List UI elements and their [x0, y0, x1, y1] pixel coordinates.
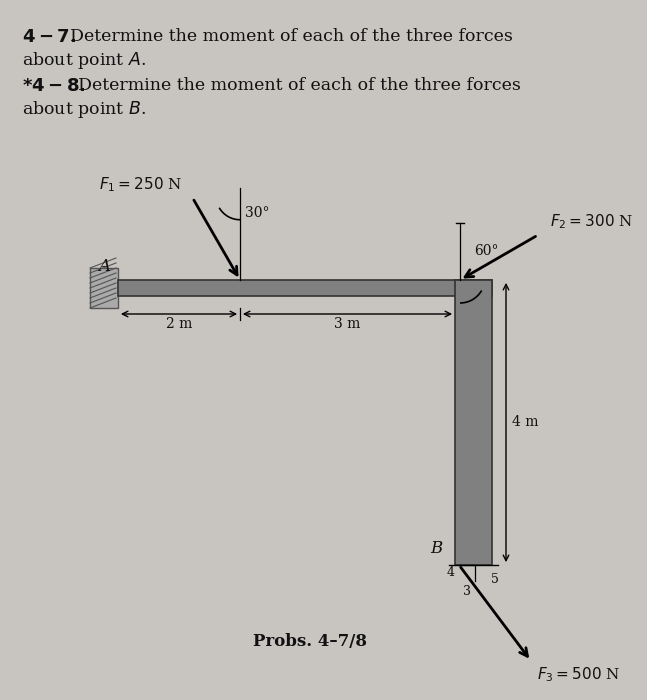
Text: $F_1 = 250$ N: $F_1 = 250$ N	[99, 175, 182, 194]
Text: 4 m: 4 m	[512, 416, 538, 430]
Text: 4: 4	[447, 566, 455, 580]
Bar	[90, 268, 118, 308]
Text: A: A	[98, 258, 110, 275]
Bar	[455, 280, 492, 565]
Text: $F_2 = 300$ N: $F_2 = 300$ N	[550, 212, 633, 231]
Text: $\mathbf{*4-8.}$: $\mathbf{*4-8.}$	[22, 77, 85, 95]
Text: 5: 5	[491, 573, 499, 586]
Text: 2 m: 2 m	[166, 317, 192, 331]
Text: about point $A$.: about point $A$.	[22, 50, 146, 71]
Text: $\mathbf{4-7.}$: $\mathbf{4-7.}$	[22, 28, 76, 46]
Text: 3: 3	[463, 585, 471, 598]
Text: 60°: 60°	[474, 244, 498, 258]
Text: Determine the moment of each of the three forces: Determine the moment of each of the thre…	[78, 77, 521, 94]
Text: $F_3 = 500$ N: $F_3 = 500$ N	[537, 665, 620, 684]
Bar	[118, 280, 492, 296]
Text: Determine the moment of each of the three forces: Determine the moment of each of the thre…	[70, 28, 513, 45]
Text: 3 m: 3 m	[334, 317, 360, 331]
Text: about point $B$.: about point $B$.	[22, 99, 146, 120]
Text: Probs. 4–7/8: Probs. 4–7/8	[253, 634, 367, 650]
Text: B: B	[431, 540, 443, 557]
Text: 30°: 30°	[245, 206, 270, 220]
